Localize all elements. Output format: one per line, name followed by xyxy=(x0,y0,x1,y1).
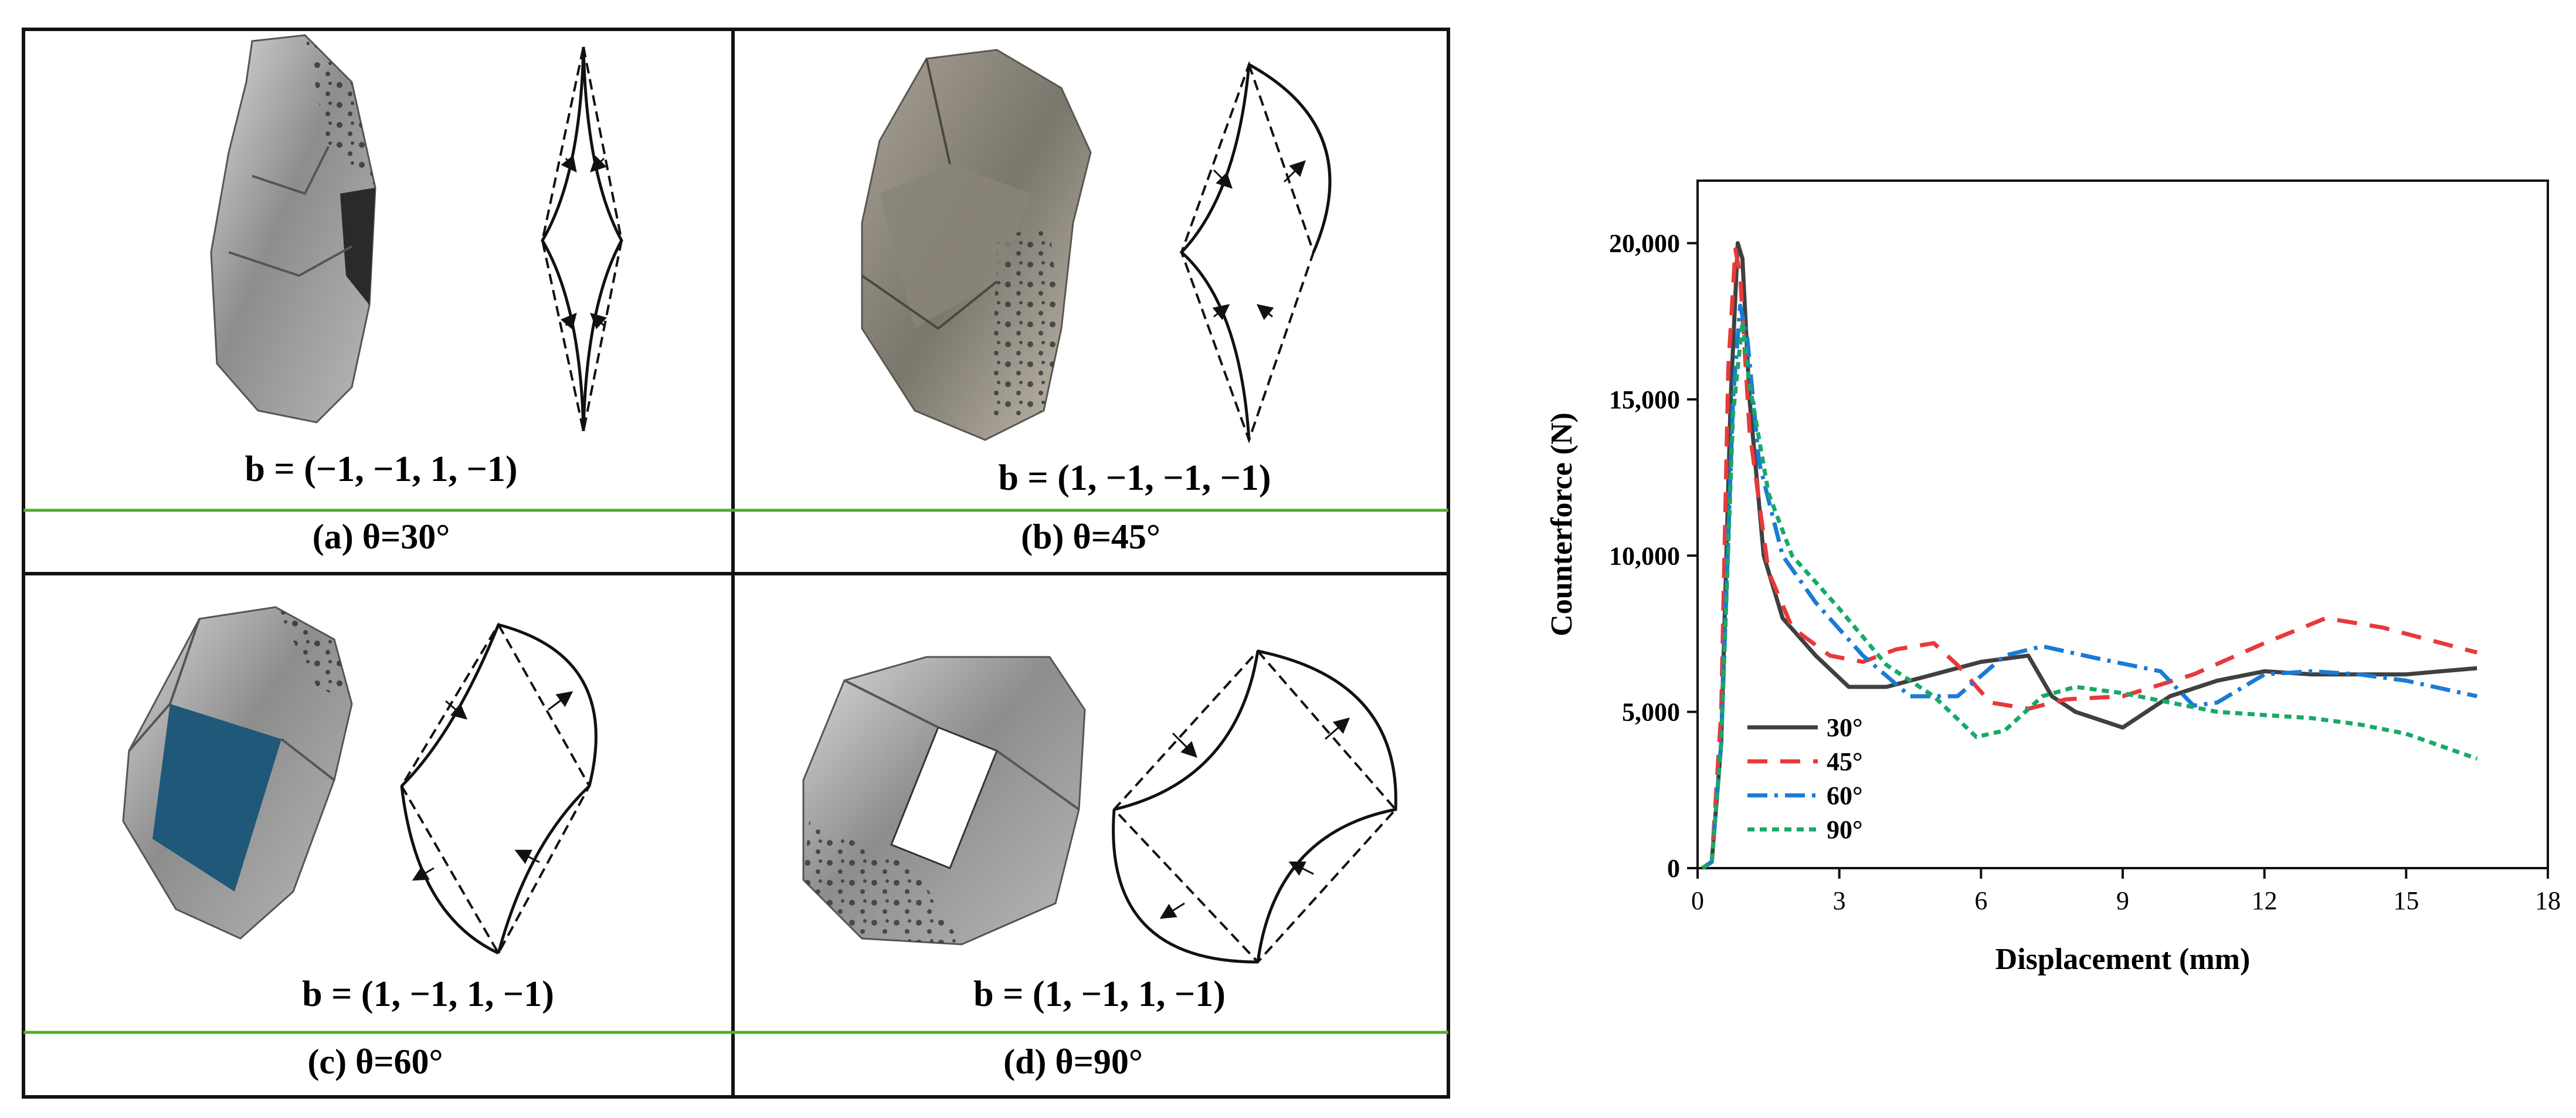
y-tick-label: 10,000 xyxy=(1609,541,1680,570)
specimen-photo-a xyxy=(210,34,376,424)
y-tick-label: 5,000 xyxy=(1622,698,1680,727)
specimen-photo-b xyxy=(861,49,1092,441)
caption-d: (d) θ=90° xyxy=(1003,1042,1143,1081)
b-vector-a: b = (−1, −1, 1, −1) xyxy=(245,449,517,489)
caption-c: (c) θ=60° xyxy=(307,1042,443,1081)
panel-a: b = (−1, −1, 1, −1) (a) θ=30° xyxy=(210,34,623,556)
panel-grid xyxy=(22,28,1450,1099)
deformation-diagram-d xyxy=(1112,649,1397,964)
plot-frame xyxy=(1696,179,2549,869)
deformation-diagram-b xyxy=(1179,60,1332,444)
b-vector-b: b = (1, −1, −1, −1) xyxy=(998,458,1271,498)
counterforce-chart: 0 3 6 9 12 15 18 0 5,000 10,000 15,000 20,000 30° 45… xyxy=(1545,179,2561,976)
x-tick-label: 18 xyxy=(2535,886,2561,915)
b-vector-d: b = (1, −1, 1, −1) xyxy=(973,974,1226,1014)
deformation-diagram-c xyxy=(400,622,598,956)
x-tick-label: 15 xyxy=(2393,886,2419,915)
series-line-2 xyxy=(1701,303,2477,870)
x-tick-label: 12 xyxy=(2252,886,2278,915)
panel-b: b = (1, −1, −1, −1) (b) θ=45° xyxy=(861,49,1332,556)
caption-a: (a) θ=30° xyxy=(313,517,450,556)
deformation-diagram-a xyxy=(541,46,623,432)
axis-ticks: 0 3 6 9 12 15 18 0 5,000 10,000 15,000 20,000 xyxy=(1609,229,2561,915)
series-line-1 xyxy=(1701,247,2478,870)
series-line-0 xyxy=(1701,241,2477,870)
series-line-3 xyxy=(1701,319,2478,870)
series-layer xyxy=(1701,241,2478,870)
specimen-photo-d xyxy=(802,656,1086,946)
legend-label-1: 45° xyxy=(1827,747,1863,776)
legend-label-3: 90° xyxy=(1827,815,1863,844)
x-tick-label: 6 xyxy=(1974,886,1987,915)
x-tick-label: 0 xyxy=(1691,886,1704,915)
x-axis-label: Displacement (mm) xyxy=(1995,943,2251,976)
specimen-photo-c xyxy=(122,606,353,940)
y-tick-label: 0 xyxy=(1667,854,1680,883)
y-tick-label: 15,000 xyxy=(1609,385,1680,414)
y-axis-label: Counterforce (N) xyxy=(1545,412,1579,636)
x-tick-label: 3 xyxy=(1833,886,1846,915)
x-tick-label: 9 xyxy=(2116,886,2129,915)
legend: 30° 45° 60° 90° xyxy=(1747,713,1863,844)
b-vector-c: b = (1, −1, 1, −1) xyxy=(302,974,554,1014)
legend-label-0: 30° xyxy=(1827,713,1863,742)
caption-b: (b) θ=45° xyxy=(1021,517,1160,556)
panel-c: b = (1, −1, 1, −1) (c) θ=60° xyxy=(122,606,598,1081)
y-tick-label: 20,000 xyxy=(1609,229,1680,258)
legend-label-2: 60° xyxy=(1827,781,1863,810)
panel-d: b = (1, −1, 1, −1) (d) θ=90° xyxy=(802,649,1397,1081)
